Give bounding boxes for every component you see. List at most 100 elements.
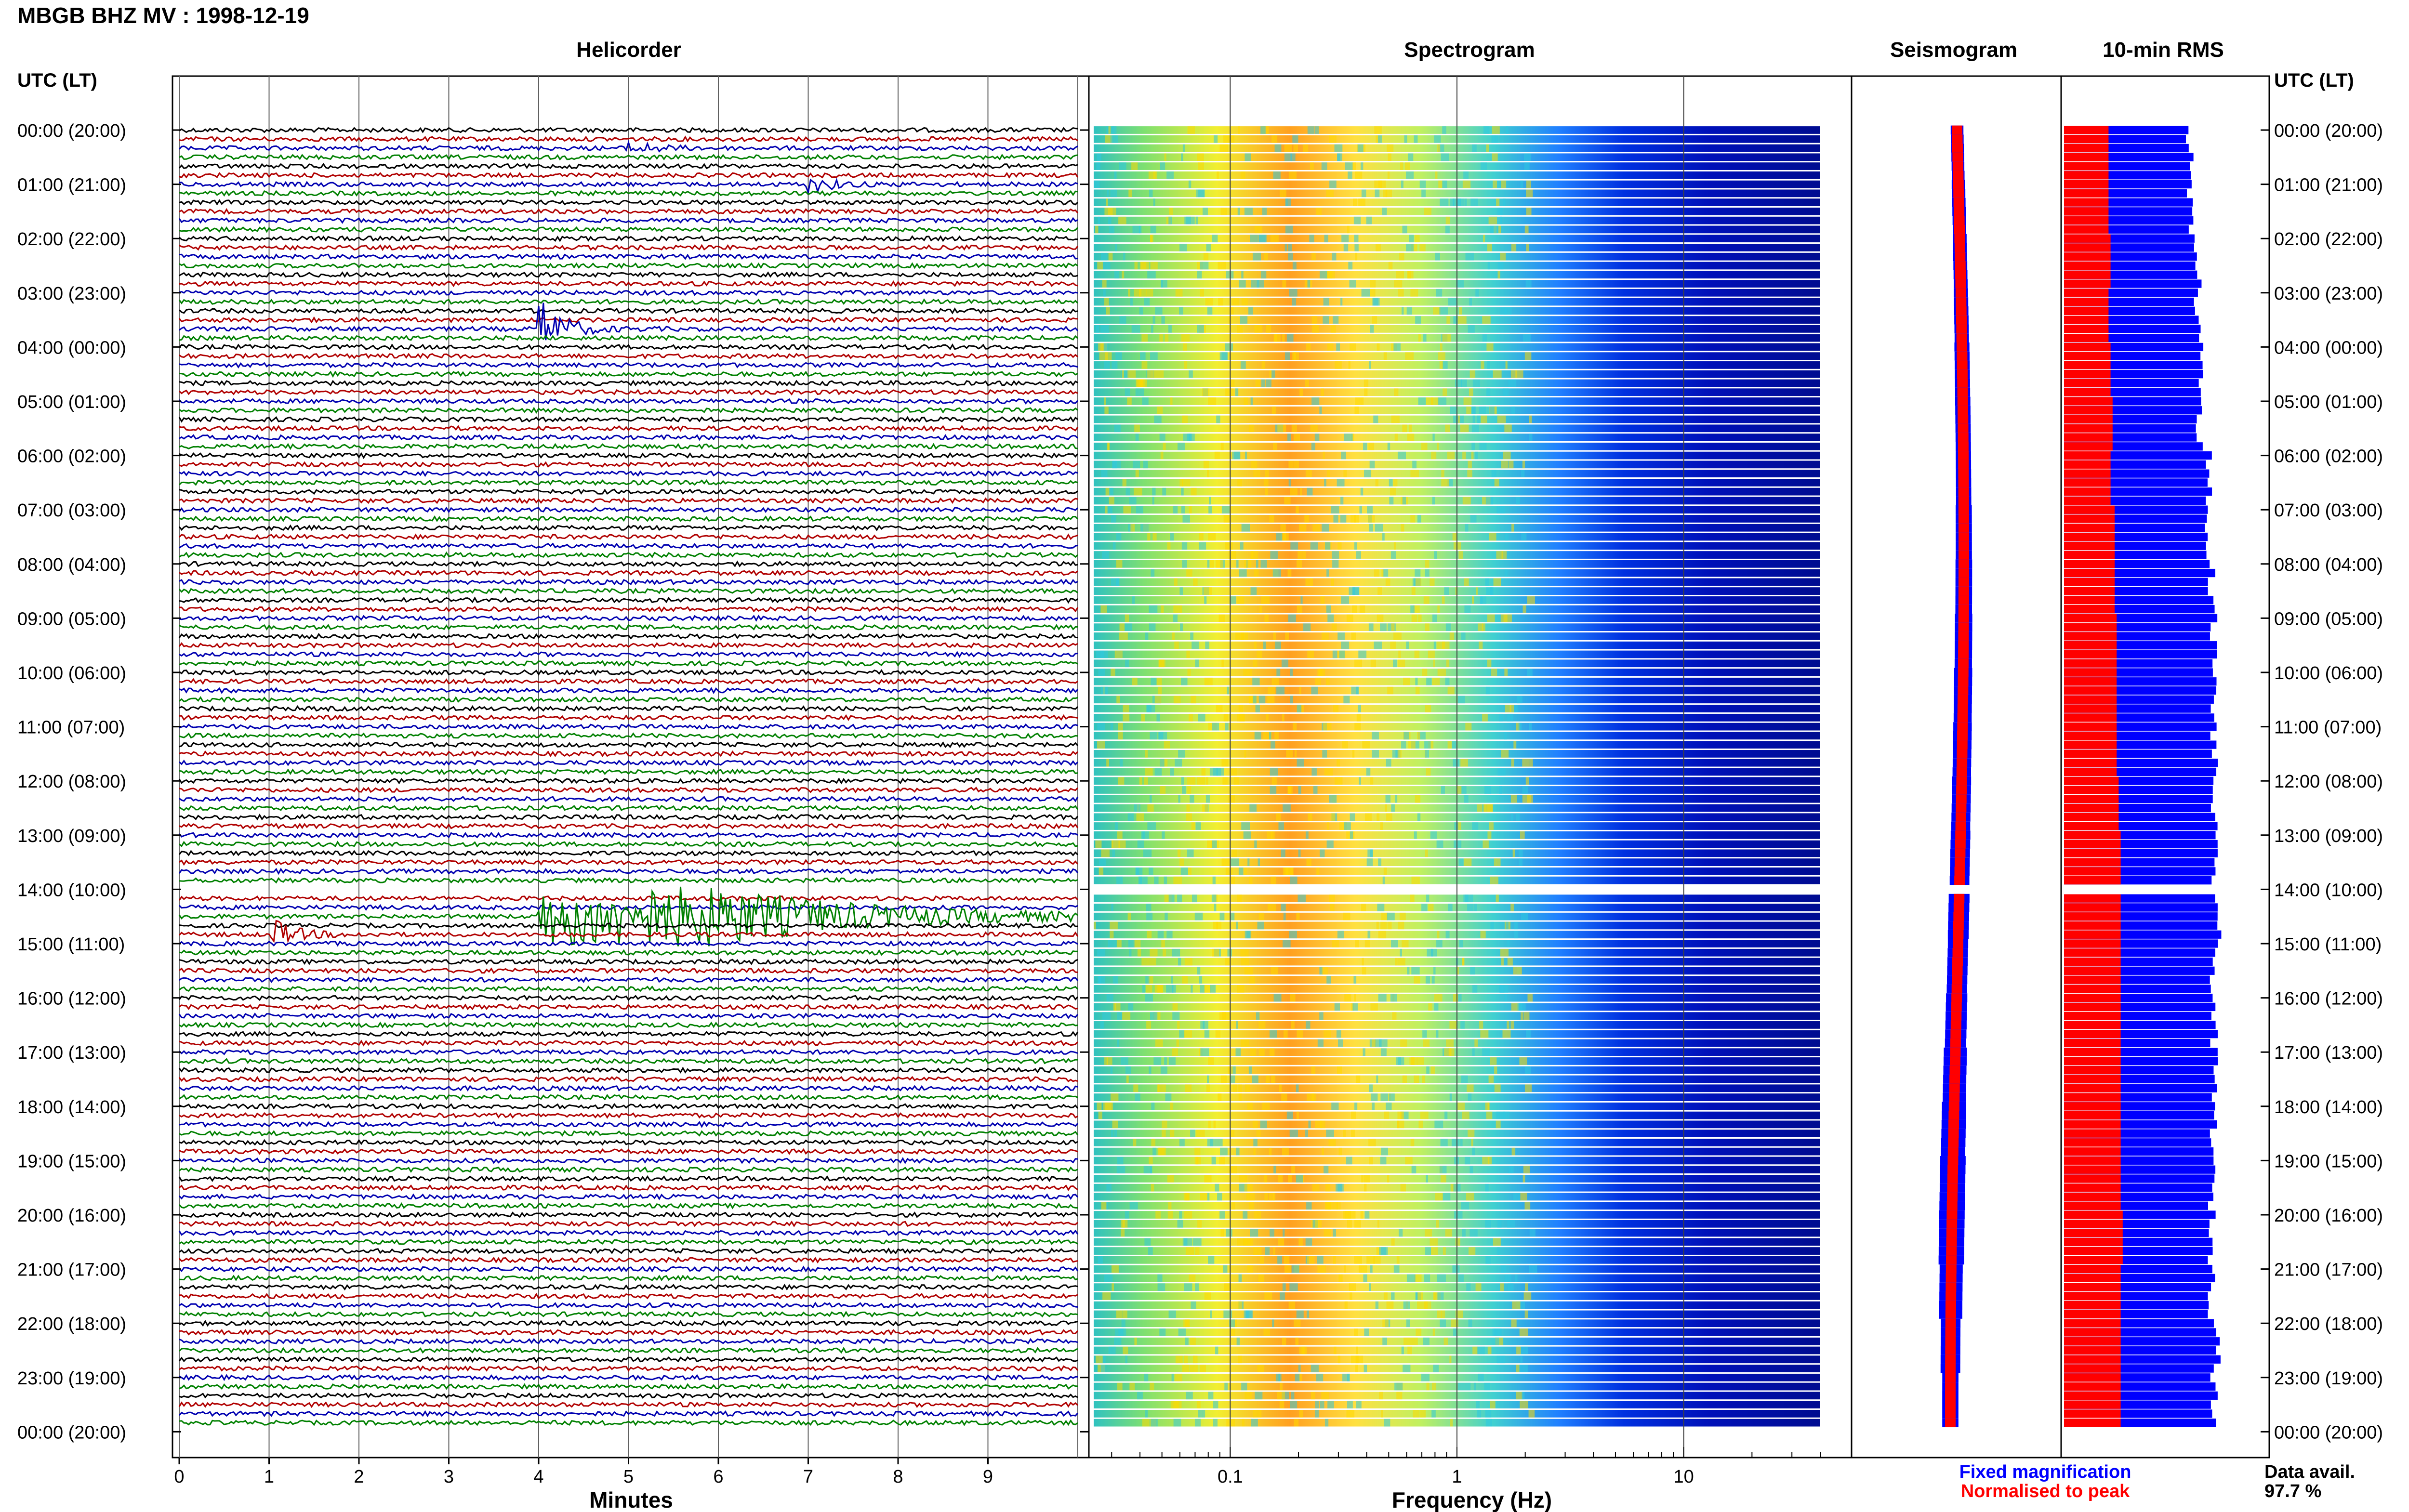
spectrogram-speckle	[1253, 470, 1260, 478]
spectrogram-speckle	[1184, 1283, 1192, 1291]
spectrogram-speckle	[1244, 1310, 1252, 1318]
spectrogram-speckle	[1187, 669, 1191, 676]
spectrogram-speckle	[1433, 307, 1441, 315]
rms-normalised-bar	[2064, 1002, 2121, 1011]
spectrogram-speckle	[1172, 985, 1176, 993]
spectrogram-speckle	[1329, 795, 1337, 803]
spectrogram-speckle	[1325, 542, 1331, 550]
spectrogram-speckle	[1352, 750, 1355, 758]
trace-row	[179, 434, 1079, 441]
spectrogram-speckle	[1384, 1419, 1390, 1427]
spectrogram-speckle	[1185, 1193, 1189, 1201]
trace-row	[178, 343, 1078, 351]
trace-row	[179, 750, 1079, 758]
spectrogram-speckle	[1526, 1030, 1531, 1038]
spectrogram-speckle	[1458, 994, 1462, 1002]
spectrogram-speckle	[1308, 813, 1313, 821]
spectrogram-speckle	[1465, 252, 1474, 261]
spectrogram-speckle	[1430, 1238, 1438, 1246]
spectrogram-speckle	[1363, 1365, 1367, 1372]
spectrogram-speckle	[1168, 1310, 1176, 1318]
trace-row	[179, 461, 1078, 468]
spectrogram-speckle	[1132, 677, 1138, 685]
spectrogram-speckle	[1284, 1265, 1291, 1273]
spectrogram-speckle	[1144, 1373, 1147, 1381]
spectrogram-speckle	[1441, 786, 1445, 794]
spectrogram-speckle	[1502, 1030, 1511, 1038]
spectrogram-speckle	[1322, 967, 1328, 975]
spectrogram-speckle	[1123, 713, 1130, 722]
spectrogram-speckle	[1142, 1419, 1150, 1427]
spectrogram-speckle	[1525, 777, 1529, 785]
seismogram-normalised-bar	[1958, 505, 1969, 514]
spectrogram-speckle	[1393, 659, 1397, 668]
spectrogram-speckle	[1500, 948, 1509, 957]
spectrogram-speckle	[1390, 487, 1396, 496]
spectrogram-speckle	[1164, 876, 1167, 884]
spectrogram-speckle	[1270, 768, 1278, 776]
spectrogram-speckle	[1393, 632, 1402, 640]
spectrogram-speckle	[1493, 1238, 1501, 1246]
spectrogram-speckle	[1114, 822, 1118, 830]
spectrogram-speckle	[1465, 524, 1469, 532]
seismogram-normalised-bar	[1945, 1354, 1956, 1364]
spectrogram-speckle	[1125, 1355, 1128, 1364]
trace-row	[179, 605, 1079, 613]
seismogram-normalised-bar	[1946, 1264, 1957, 1274]
rms-normalised-bar	[2064, 1165, 2121, 1174]
spectrogram-speckle	[1224, 1283, 1231, 1291]
spectrogram-speckle	[1499, 786, 1502, 794]
spectrogram-speckle	[1500, 614, 1508, 622]
spectrogram-speckle	[1325, 1202, 1331, 1210]
spectrogram-speckle	[1464, 578, 1469, 586]
spectrogram-speckle	[1509, 705, 1514, 712]
spectrogram-speckle	[1259, 1048, 1265, 1056]
spectrogram-speckle	[1431, 1409, 1436, 1418]
rms-normalised-bar	[2064, 189, 2109, 197]
spectrogram-speckle	[1320, 849, 1325, 857]
spectrogram-speckle	[1486, 1111, 1493, 1119]
spectrogram-speckle	[1406, 244, 1414, 251]
spectrogram-speckle	[1494, 1328, 1502, 1336]
spectrogram-speckle	[1164, 1057, 1167, 1065]
spectrogram-speckle	[1352, 587, 1360, 595]
spectrogram-speckle	[1214, 451, 1220, 460]
seismogram-normalised-bar	[1958, 523, 1969, 533]
spectrogram-speckle	[1190, 1337, 1196, 1345]
spectrogram-speckle	[1189, 370, 1193, 378]
spectrogram-speckle	[1463, 171, 1469, 179]
spectrogram-speckle	[1108, 126, 1111, 134]
spectrogram-speckle	[1311, 397, 1320, 405]
spectrogram-speckle	[1424, 1301, 1431, 1309]
rms-normalised-bar	[2064, 451, 2111, 460]
spectrogram-speckle	[1414, 1075, 1419, 1083]
spectrogram-speckle	[1241, 1382, 1247, 1391]
spectrogram-speckle	[1420, 1409, 1426, 1418]
seismogram-normalised-bar	[1956, 767, 1967, 776]
spectrogram-speckle	[1184, 361, 1188, 369]
spectrogram-speckle	[1213, 1419, 1218, 1427]
spectrogram-speckle	[1505, 361, 1508, 369]
spectrogram-speckle	[1397, 1111, 1404, 1119]
spectrogram-speckle	[1522, 1003, 1526, 1011]
spectrogram-speckle	[1290, 542, 1298, 550]
rms-normalised-bar	[2064, 813, 2119, 821]
spectrogram-speckle	[1356, 713, 1361, 722]
spectrogram-speckle	[1383, 867, 1387, 875]
spectrogram-speckle	[1305, 379, 1309, 387]
spectrogram-speckle	[1131, 162, 1138, 170]
seismogram-normalised-bar	[1955, 252, 1966, 262]
spectrogram-speckle	[1139, 307, 1143, 315]
trace-row	[179, 1130, 1079, 1137]
spectrogram-speckle	[1355, 1355, 1363, 1364]
spectrogram-speckle	[1306, 858, 1312, 866]
seismogram-normalised-bar	[1956, 297, 1967, 306]
spectrogram-speckle	[1487, 804, 1493, 812]
seismogram-normalised-bar	[1952, 125, 1962, 135]
spectrogram-speckle	[1278, 822, 1284, 830]
trace-row	[179, 488, 1078, 495]
spectrogram-speckle	[1120, 1057, 1128, 1065]
spectrogram-speckle	[1244, 1183, 1253, 1192]
seismogram-normalised-bar	[1956, 803, 1967, 813]
spectrogram-speckle	[1237, 713, 1244, 722]
